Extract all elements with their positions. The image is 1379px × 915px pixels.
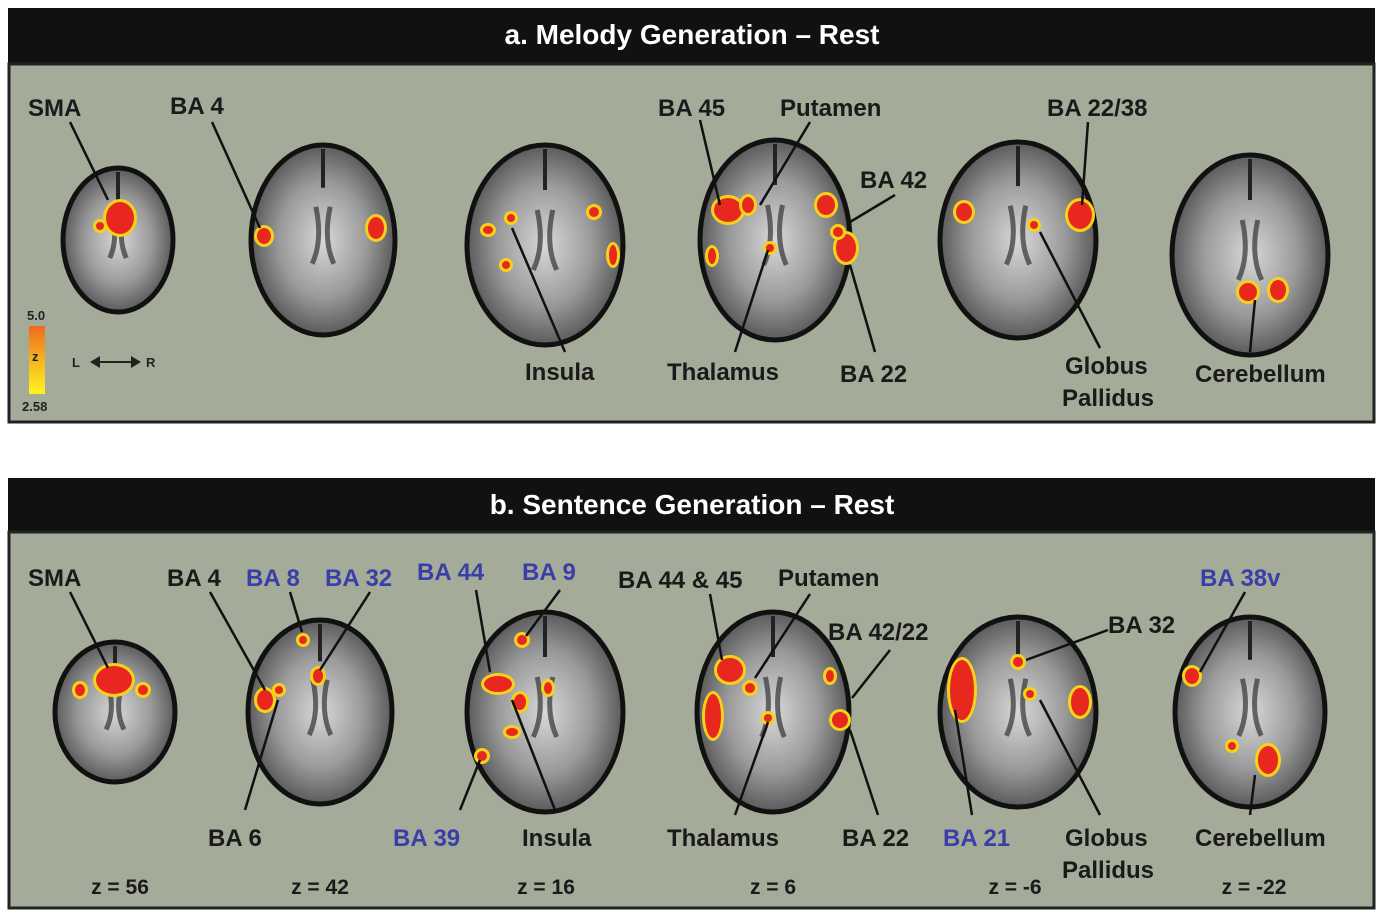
slice-label: z = 56 xyxy=(91,876,149,899)
region-label: Thalamus xyxy=(667,825,779,852)
brain-slice xyxy=(55,642,175,782)
region-label: BA 45 xyxy=(658,95,725,122)
region-label: BA 42/22 xyxy=(828,619,929,646)
region-label: Insula xyxy=(522,825,592,852)
region-label: BA 9 xyxy=(522,559,576,586)
orientation-left: L xyxy=(72,355,80,370)
activation xyxy=(1239,283,1257,301)
region-label: Putamen xyxy=(780,95,881,122)
activation xyxy=(257,690,273,710)
activation xyxy=(817,195,835,215)
region-label: SMA xyxy=(28,95,81,122)
activation xyxy=(275,686,283,694)
activation xyxy=(1071,688,1089,716)
activation xyxy=(589,207,599,217)
activation xyxy=(506,728,518,736)
region-label: Pallidus xyxy=(1062,385,1154,412)
region-label: BA 32 xyxy=(325,565,392,592)
activation xyxy=(299,636,307,644)
activation xyxy=(833,227,843,237)
slice-label: z = -22 xyxy=(1222,876,1287,899)
panel-title: b. Sentence Generation – Rest xyxy=(490,489,895,520)
region-label: Insula xyxy=(525,359,595,386)
activation xyxy=(257,228,271,244)
activation xyxy=(368,217,384,239)
activation xyxy=(609,245,617,265)
brain-slice xyxy=(940,142,1096,338)
region-label: BA 4 xyxy=(167,565,221,592)
orientation-right: R xyxy=(146,355,156,370)
region-label: Globus xyxy=(1065,825,1148,852)
activation xyxy=(764,714,772,722)
activation xyxy=(484,676,512,692)
region-label: BA 21 xyxy=(943,825,1010,852)
activation xyxy=(75,684,85,696)
region-label: BA 38v xyxy=(1200,565,1281,592)
activation xyxy=(502,261,510,269)
activation xyxy=(745,683,755,693)
region-label: BA 44 xyxy=(417,559,485,586)
activation xyxy=(507,214,515,222)
region-label: SMA xyxy=(28,565,81,592)
region-label: BA 22 xyxy=(840,361,907,388)
scale-symbol: z xyxy=(32,349,39,364)
region-label: BA 44 & 45 xyxy=(618,567,743,594)
brain-slice xyxy=(940,617,1096,807)
scale-min: 2.58 xyxy=(22,399,47,414)
region-label: Putamen xyxy=(778,565,879,592)
brain-slice xyxy=(63,168,173,312)
activation xyxy=(138,685,148,695)
region-label: Globus xyxy=(1065,353,1148,380)
region-label: BA 22/38 xyxy=(1047,95,1148,122)
region-label: Cerebellum xyxy=(1195,361,1326,388)
brain-slice xyxy=(251,145,395,335)
slice-label: z = -6 xyxy=(988,876,1041,899)
region-label: Cerebellum xyxy=(1195,825,1326,852)
activation xyxy=(1228,742,1236,750)
slice-label: z = 16 xyxy=(517,876,575,899)
activation xyxy=(1013,657,1023,667)
region-label: BA 32 xyxy=(1108,612,1175,639)
activation xyxy=(1030,221,1038,229)
slice-label: z = 42 xyxy=(291,876,349,899)
activation xyxy=(96,222,104,230)
activation xyxy=(1185,668,1199,684)
activation xyxy=(544,682,552,694)
activation xyxy=(826,670,834,682)
region-label: BA 22 xyxy=(842,825,909,852)
activation xyxy=(483,226,493,234)
region-label: BA 6 xyxy=(208,825,262,852)
page: {"panels": [ {"title": "a. Melody Genera… xyxy=(0,0,1379,910)
brain-slice xyxy=(467,145,623,345)
figure: a. Melody Generation – Rest b. Sentence … xyxy=(0,0,1379,910)
activation xyxy=(742,197,754,213)
activation xyxy=(1026,690,1034,698)
activation xyxy=(96,666,132,694)
activation xyxy=(517,635,527,645)
region-label: BA 42 xyxy=(860,167,927,194)
brain-slice xyxy=(1175,617,1325,807)
brain-slice xyxy=(248,620,392,804)
activation xyxy=(1270,280,1286,300)
region-label: Pallidus xyxy=(1062,857,1154,884)
region-label: Thalamus xyxy=(667,359,779,386)
region-label: BA 8 xyxy=(246,565,300,592)
activation xyxy=(717,658,743,682)
brain-slice xyxy=(1172,155,1328,355)
activation xyxy=(950,660,974,720)
activation xyxy=(832,712,848,728)
slice-label: z = 6 xyxy=(750,876,796,899)
activation xyxy=(477,751,487,761)
region-label: BA 39 xyxy=(393,825,460,852)
activation xyxy=(313,669,323,683)
activation xyxy=(1068,201,1092,229)
activation xyxy=(708,248,716,264)
region-label: BA 4 xyxy=(170,93,224,120)
scale-max: 5.0 xyxy=(27,308,45,323)
activation xyxy=(1258,746,1278,774)
activation xyxy=(106,202,134,234)
activation xyxy=(705,694,721,738)
panel-title: a. Melody Generation – Rest xyxy=(505,19,880,50)
activation xyxy=(956,203,972,221)
